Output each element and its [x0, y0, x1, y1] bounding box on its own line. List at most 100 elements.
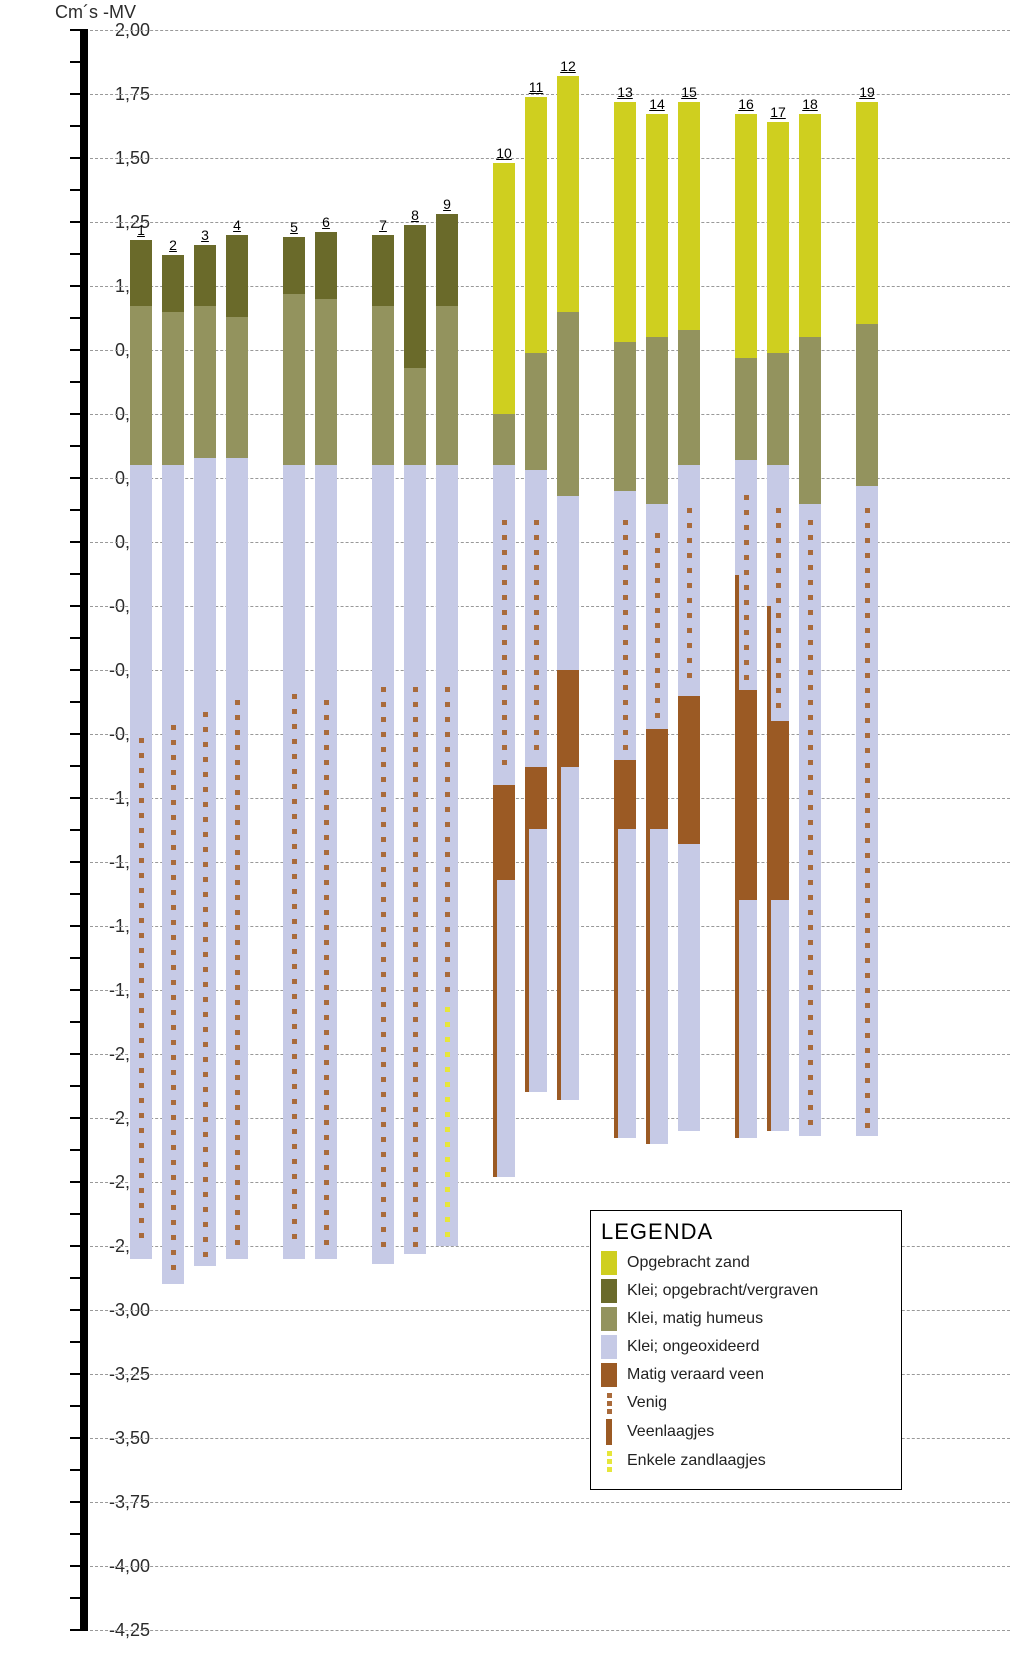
- column-label: 7: [372, 217, 394, 233]
- veenlaagjes-line: [735, 575, 739, 690]
- y-tick: [70, 1117, 88, 1119]
- column-label: 9: [436, 196, 458, 212]
- legend-swatch: [601, 1251, 617, 1275]
- column-label: 5: [283, 219, 305, 235]
- y-tick: [70, 1181, 88, 1183]
- legend-label: Matig veraard veen: [627, 1366, 764, 1384]
- y-tick-minor: [70, 317, 80, 319]
- y-tick-minor: [70, 1533, 80, 1535]
- soil-layer-opgebracht_zand: [678, 102, 700, 330]
- soil-layer-matig_veraard_veen: [525, 767, 547, 828]
- veenlaagjes-line: [557, 767, 561, 1100]
- y-tick: [70, 221, 88, 223]
- overlay-venig: [194, 708, 216, 1270]
- legend-swatch: [601, 1335, 617, 1359]
- y-axis-line: [80, 30, 88, 1630]
- gridline: [90, 30, 1010, 32]
- legend-item: Enkele zandlaagjes: [601, 1449, 891, 1473]
- soil-layer-opgebracht_zand: [735, 114, 757, 357]
- soil-layer-opgebracht_zand: [525, 97, 547, 353]
- y-tick: [70, 797, 88, 799]
- soil-layer-klei_matig_humeus: [646, 337, 668, 503]
- legend-title: LEGENDA: [601, 1219, 891, 1245]
- y-tick-minor: [70, 445, 80, 447]
- legend-label: Klei, matig humeus: [627, 1310, 763, 1328]
- y-tick: [70, 1437, 88, 1439]
- legend-label: Venig: [627, 1394, 667, 1412]
- column-label: 2: [162, 237, 184, 253]
- soil-layer-klei_matig_humeus: [194, 306, 216, 457]
- legend-swatch: [601, 1307, 617, 1331]
- soil-layer-matig_veraard_veen: [493, 785, 515, 880]
- column-label: 1: [130, 222, 152, 238]
- soil-layer-klei_matig_humeus: [856, 324, 878, 485]
- soil-layer-klei_opgebracht: [283, 237, 305, 293]
- column-label: 19: [856, 84, 878, 100]
- y-tick: [70, 285, 88, 287]
- y-tick: [70, 93, 88, 95]
- soil-layer-klei_matig_humeus: [557, 312, 579, 496]
- legend-swatch: [601, 1391, 617, 1415]
- overlay-venig: [226, 696, 248, 1263]
- soil-layer-klei_matig_humeus: [614, 342, 636, 490]
- y-tick: [70, 413, 88, 415]
- y-tick-minor: [70, 1149, 80, 1151]
- soil-layer-opgebracht_zand: [557, 76, 579, 312]
- veenlaagjes-line: [767, 606, 771, 721]
- soil-layer-matig_veraard_veen: [767, 721, 789, 900]
- column-label: 14: [646, 96, 668, 112]
- y-tick-minor: [70, 189, 80, 191]
- y-tick-minor: [70, 829, 80, 831]
- y-tick-minor: [70, 765, 80, 767]
- overlay-venig: [799, 516, 821, 1140]
- column-label: 4: [226, 217, 248, 233]
- veenlaagjes-line: [735, 900, 739, 1138]
- soil-layer-matig_veraard_veen: [735, 690, 757, 900]
- soil-layer-klei_matig_humeus: [226, 317, 248, 458]
- legend-item: Klei, matig humeus: [601, 1307, 891, 1331]
- soil-layer-klei_matig_humeus: [315, 299, 337, 465]
- column-label: 15: [678, 84, 700, 100]
- column-label: 13: [614, 84, 636, 100]
- y-tick: [70, 1053, 88, 1055]
- y-tick-minor: [70, 253, 80, 255]
- veenlaagjes-line: [614, 829, 618, 1139]
- legend-label: Klei; ongeoxideerd: [627, 1338, 760, 1356]
- veenlaagjes-line: [646, 829, 650, 1144]
- column-label: 6: [315, 214, 337, 230]
- soil-layer-klei_opgebracht: [436, 214, 458, 306]
- y-tick: [70, 861, 88, 863]
- overlay-zand: [436, 1003, 458, 1250]
- y-tick: [70, 157, 88, 159]
- veenlaagjes-line: [767, 900, 771, 1130]
- y-tick-minor: [70, 1469, 80, 1471]
- soil-layer-klei_opgebracht: [194, 245, 216, 306]
- legend: LEGENDAOpgebracht zandKlei; opgebracht/v…: [590, 1210, 902, 1490]
- legend-item: Matig veraard veen: [601, 1363, 891, 1387]
- y-tick: [70, 733, 88, 735]
- soil-layer-klei_opgebracht: [130, 240, 152, 307]
- soil-layer-klei_matig_humeus: [130, 306, 152, 465]
- y-tick-minor: [70, 125, 80, 127]
- overlay-venig: [646, 529, 668, 733]
- soil-layer-klei_opgebracht: [315, 232, 337, 299]
- y-tick-minor: [70, 957, 80, 959]
- soil-layer-klei_matig_humeus: [735, 358, 757, 460]
- legend-swatch: [601, 1279, 617, 1303]
- y-tick: [70, 669, 88, 671]
- soil-layer-klei_matig_humeus: [799, 337, 821, 503]
- column-label: 12: [557, 58, 579, 74]
- veenlaagjes-line: [525, 829, 529, 1093]
- y-tick-minor: [70, 1597, 80, 1599]
- soil-layer-opgebracht_zand: [799, 114, 821, 337]
- y-tick-minor: [70, 573, 80, 575]
- y-tick-minor: [70, 1405, 80, 1407]
- soil-profile-chart: Cm´s -MV 2,001,751,501,251,000,750,500,2…: [0, 0, 1024, 1674]
- y-tick: [70, 349, 88, 351]
- y-tick: [70, 29, 88, 31]
- y-tick-minor: [70, 1341, 80, 1343]
- overlay-venig: [283, 690, 305, 1262]
- gridline: [90, 1566, 1010, 1568]
- y-tick: [70, 1501, 88, 1503]
- soil-layer-opgebracht_zand: [493, 163, 515, 414]
